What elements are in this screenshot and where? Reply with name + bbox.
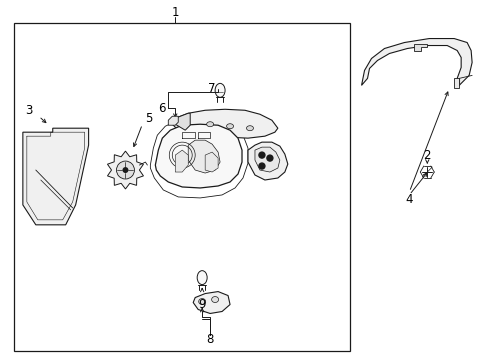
Text: 9: 9: [198, 298, 205, 311]
Text: 1: 1: [171, 6, 179, 19]
Circle shape: [122, 167, 128, 173]
Polygon shape: [188, 140, 220, 173]
Polygon shape: [453, 78, 458, 88]
Polygon shape: [254, 147, 279, 172]
Polygon shape: [175, 113, 190, 130]
Polygon shape: [205, 152, 218, 172]
Circle shape: [259, 152, 264, 158]
Ellipse shape: [215, 84, 224, 97]
Polygon shape: [155, 124, 242, 188]
Circle shape: [266, 155, 272, 161]
Polygon shape: [172, 109, 277, 138]
Polygon shape: [107, 151, 143, 189]
Bar: [14, 23, 349, 351]
Polygon shape: [413, 44, 427, 50]
Text: 2: 2: [423, 149, 430, 162]
Polygon shape: [247, 142, 287, 180]
Text: 7: 7: [208, 82, 215, 95]
Text: 3: 3: [25, 104, 33, 117]
Polygon shape: [168, 116, 178, 125]
Circle shape: [116, 161, 134, 179]
Text: 6: 6: [158, 102, 166, 115]
Ellipse shape: [197, 271, 207, 285]
Polygon shape: [193, 292, 229, 314]
Ellipse shape: [198, 298, 205, 305]
Polygon shape: [361, 39, 471, 85]
Text: 8: 8: [206, 333, 213, 346]
Ellipse shape: [226, 124, 233, 129]
Polygon shape: [23, 128, 88, 225]
Text: 4: 4: [405, 193, 412, 206]
Ellipse shape: [246, 126, 253, 131]
Circle shape: [259, 163, 264, 169]
Text: 5: 5: [144, 112, 152, 125]
Ellipse shape: [206, 122, 213, 127]
Polygon shape: [175, 150, 188, 172]
Ellipse shape: [211, 297, 218, 302]
